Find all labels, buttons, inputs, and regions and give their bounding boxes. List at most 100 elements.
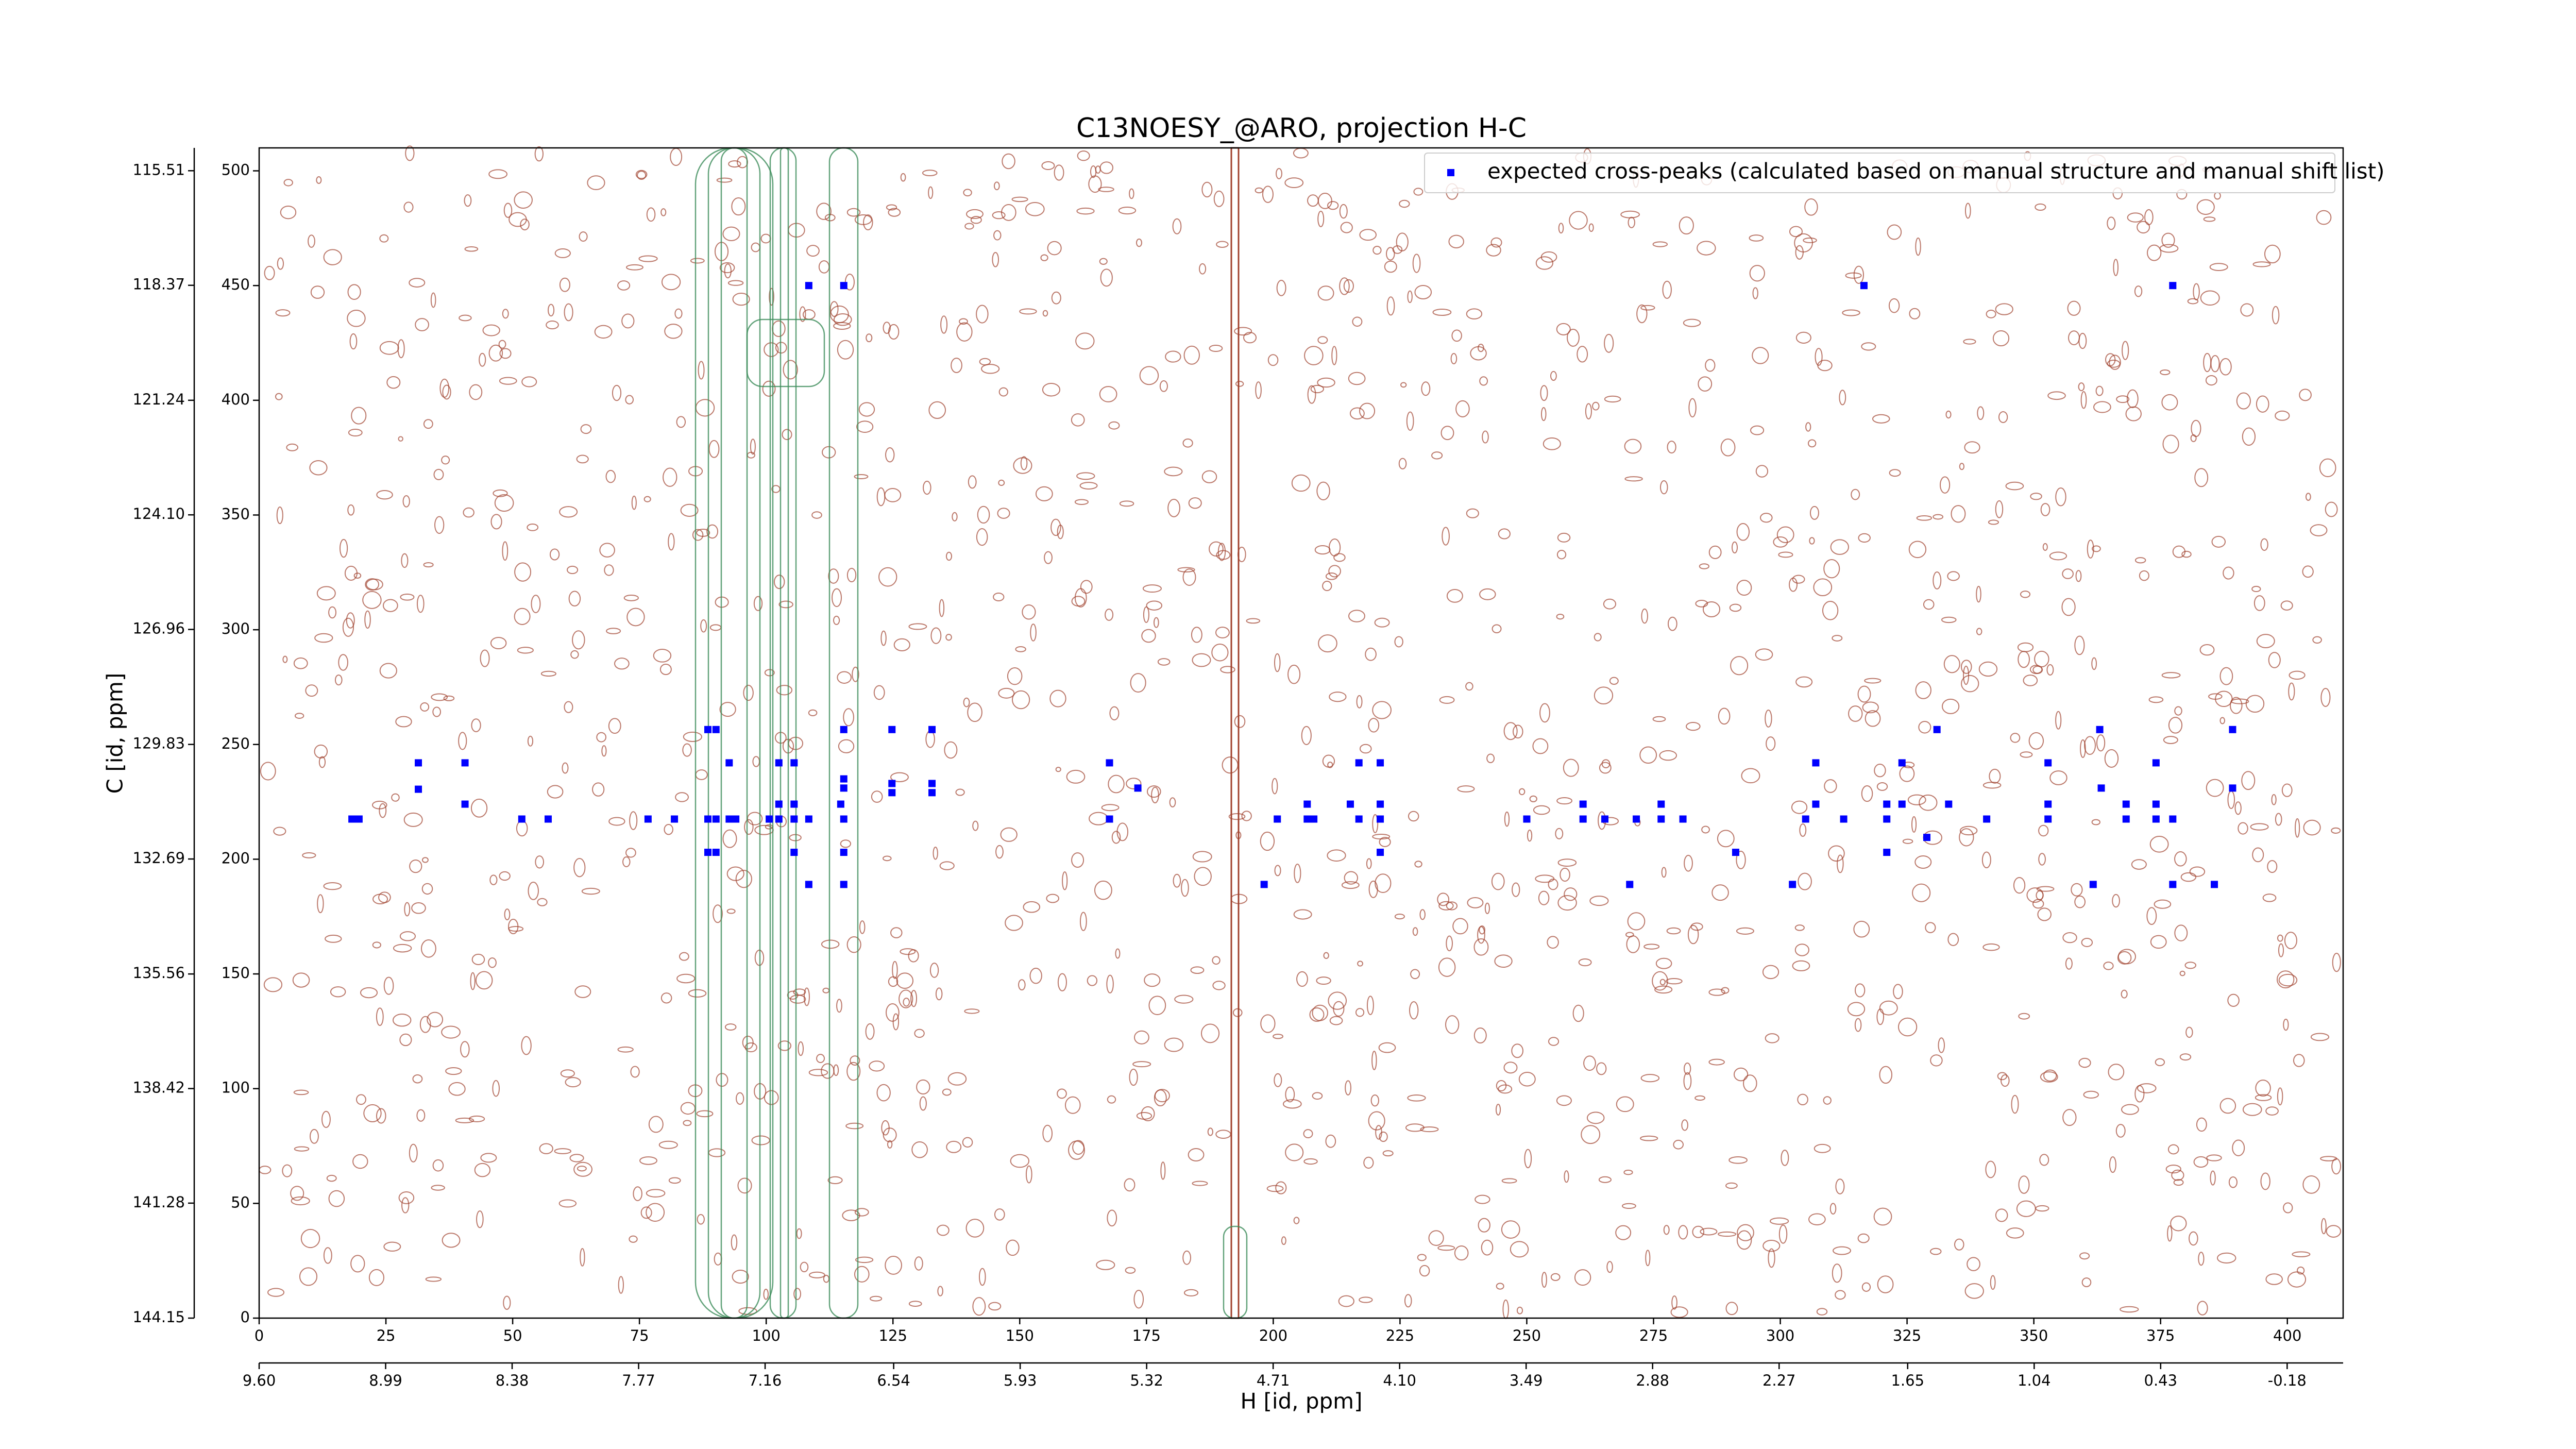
noise-contour xyxy=(1042,1124,1053,1142)
noise-contour xyxy=(474,1162,491,1177)
noise-contour xyxy=(1041,161,1055,171)
noise-contour xyxy=(1743,1074,1757,1092)
noise-contour xyxy=(870,1295,883,1302)
noise-contour xyxy=(1372,701,1392,719)
noise-contour xyxy=(1797,1093,1808,1106)
noise-contour xyxy=(412,1074,423,1084)
noise-contour xyxy=(1151,786,1159,803)
noise-contour xyxy=(769,288,774,306)
noise-contour xyxy=(955,788,965,796)
noise-contour xyxy=(445,1067,462,1075)
noise-contour xyxy=(2131,859,2147,870)
noise-contour xyxy=(1329,692,1347,702)
noise-contour xyxy=(883,1127,897,1142)
noise-contour xyxy=(988,1302,1002,1311)
noise-contour xyxy=(2184,962,2197,969)
noise-contour xyxy=(1050,518,1061,536)
noise-contour xyxy=(1409,1001,1419,1020)
noise-contour xyxy=(2194,468,2209,487)
noise-contour xyxy=(2284,932,2297,950)
cross-peak xyxy=(725,815,733,823)
noise-contour xyxy=(276,506,283,525)
noise-contour xyxy=(2167,1144,2179,1155)
noise-contour xyxy=(1309,1007,1325,1022)
noise-contour xyxy=(302,852,316,858)
noise-contour xyxy=(700,619,707,633)
noise-contour xyxy=(2120,1306,2139,1313)
noise-contour xyxy=(659,663,672,676)
noise-contour xyxy=(816,1054,825,1064)
noise-contour xyxy=(260,762,276,781)
noise-contour xyxy=(1623,1169,1633,1175)
noise-contour xyxy=(1725,1182,1738,1189)
cross-peak xyxy=(712,726,720,733)
noise-contour xyxy=(2163,736,2178,744)
noise-contour xyxy=(1096,1259,1115,1270)
noise-contour xyxy=(326,1174,337,1182)
noise-contour xyxy=(1574,1269,1591,1286)
noise-contour xyxy=(885,447,895,463)
cross-peak xyxy=(840,815,848,823)
noise-contour xyxy=(1275,1181,1287,1194)
noise-contour xyxy=(2013,877,2026,894)
noise-contour xyxy=(1042,310,1048,317)
noise-contour xyxy=(911,1141,928,1158)
cross-peak xyxy=(1601,815,1609,823)
noise-contour xyxy=(1316,481,1330,501)
noise-contour xyxy=(2104,749,2119,768)
noise-contour xyxy=(2092,545,2101,552)
y-tick-label: 350 xyxy=(222,505,250,523)
noise-contour xyxy=(1519,788,1526,796)
noise-contour xyxy=(1858,533,1871,543)
noise-contour xyxy=(1929,1248,1942,1255)
noise-contour xyxy=(688,989,707,998)
noise-contour xyxy=(574,985,591,998)
noise-contour xyxy=(539,1143,553,1154)
noise-contour xyxy=(771,485,781,493)
cross-peak xyxy=(1106,815,1113,823)
noise-contour xyxy=(1998,411,2008,423)
y2-tick-label: 115.51 xyxy=(133,161,185,178)
noise-contour xyxy=(1076,207,1095,215)
noise-contour xyxy=(1835,1178,1845,1194)
noise-contour xyxy=(520,218,530,231)
noise-contour xyxy=(405,145,415,161)
noise-contour xyxy=(630,1066,640,1078)
noise-contour xyxy=(2174,851,2187,867)
noise-contour xyxy=(1419,909,1426,920)
noise-contour xyxy=(2083,1090,2099,1099)
noise-contour xyxy=(464,246,479,252)
noise-contour xyxy=(674,308,683,319)
noise-contour xyxy=(1864,678,1882,684)
noise-contour xyxy=(798,1041,804,1056)
noise-contour xyxy=(1452,918,1468,935)
noise-contour xyxy=(1577,346,1588,363)
noise-contour xyxy=(1795,676,1813,688)
noise-contour xyxy=(547,785,564,799)
noise-contour xyxy=(1711,884,1729,901)
noise-contour xyxy=(1107,1209,1117,1227)
noise-contour xyxy=(2062,932,2077,943)
noise-contour xyxy=(764,1090,779,1105)
noise-contour xyxy=(682,743,692,757)
noise-contour xyxy=(442,384,451,400)
noise-contour xyxy=(1372,834,1391,840)
noise-contour xyxy=(1328,538,1341,557)
noise-contour xyxy=(2020,751,2033,758)
noise-contour xyxy=(922,170,938,177)
noise-contour xyxy=(1141,629,1156,643)
noise-contour xyxy=(499,348,512,359)
noise-contour xyxy=(2234,801,2242,815)
noise-contour xyxy=(2236,392,2251,410)
y-axis-label: C [id, ppm] xyxy=(103,673,128,794)
noise-contour xyxy=(1072,1140,1085,1155)
noise-contour xyxy=(2299,389,2312,401)
noise-contour xyxy=(2302,565,2314,578)
noise-contour xyxy=(2080,391,2087,409)
noise-contour xyxy=(1106,974,1114,993)
noise-contour xyxy=(1062,871,1068,890)
noise-contour xyxy=(1314,545,1331,555)
noise-contour xyxy=(1108,774,1125,794)
noise-contour xyxy=(959,318,968,325)
noise-contour xyxy=(1835,1290,1846,1300)
